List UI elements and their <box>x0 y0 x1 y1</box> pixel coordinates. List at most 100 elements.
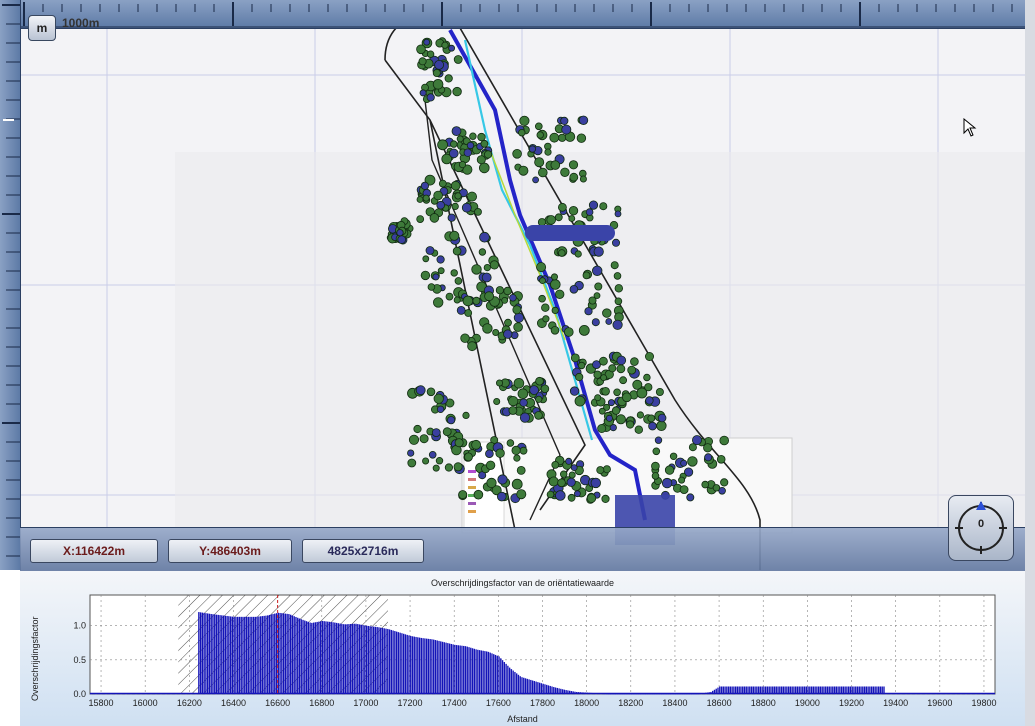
building-marker <box>447 213 456 222</box>
building-marker <box>614 210 622 218</box>
building-marker <box>610 261 619 270</box>
building-marker <box>441 153 453 165</box>
x-tick-label: 15800 <box>89 698 114 708</box>
chart-bar <box>754 686 756 694</box>
chart-bar <box>872 686 875 694</box>
chart-bar <box>455 645 458 694</box>
chart-bar <box>517 674 520 694</box>
chart-bar <box>450 643 453 694</box>
chart-bar <box>494 654 497 694</box>
chart-bar <box>480 650 483 694</box>
building-marker <box>450 269 458 277</box>
chart-plot[interactable]: 15800 16000 16200 16400 16600 16800 17000 17200… <box>20 571 1025 726</box>
chart-bar <box>240 616 242 694</box>
chart-bar <box>267 615 269 694</box>
chart-bar <box>212 614 214 694</box>
y-tick-label: 0.0 <box>73 689 86 699</box>
chart-bar <box>531 680 534 694</box>
x-tick-label: 17600 <box>486 698 511 708</box>
building-marker <box>541 303 550 312</box>
building-marker <box>431 428 441 438</box>
chart-bar <box>551 686 553 694</box>
chart-bar <box>222 615 225 694</box>
chart-bar <box>397 632 400 694</box>
chart-bar <box>404 634 407 694</box>
chart-bar <box>544 684 546 694</box>
chart-bar <box>249 616 251 694</box>
x-tick-label: 16200 <box>177 698 202 708</box>
chart-bar <box>726 686 728 694</box>
chart-bar <box>288 614 290 694</box>
chart-bar <box>775 686 777 694</box>
chart-bar <box>510 669 513 694</box>
building-marker <box>607 399 615 407</box>
chart-bar <box>305 621 308 694</box>
x-tick-label: 18600 <box>707 698 732 708</box>
chart-bar <box>524 678 527 694</box>
building-marker <box>569 284 579 294</box>
x-tick-label: 18400 <box>662 698 687 708</box>
building-marker <box>539 277 546 285</box>
x-tick-label: 19600 <box>927 698 952 708</box>
y-tick-label: 1.0 <box>73 621 86 631</box>
chart-bar <box>224 615 227 694</box>
compass-control[interactable]: 0 <box>948 495 1014 561</box>
chart-bar <box>376 627 378 694</box>
chart-bar <box>406 634 408 694</box>
chart-bar <box>342 624 345 694</box>
building-marker <box>422 194 430 202</box>
chart-x-axis-label: Afstand <box>507 714 538 724</box>
chart-bar <box>561 689 564 694</box>
chart-bar <box>833 686 836 694</box>
chart-bar <box>413 636 415 694</box>
chart-bar <box>530 679 532 694</box>
building-marker <box>599 356 608 366</box>
chart-bar <box>750 686 753 694</box>
chart-bar <box>438 640 440 694</box>
building-marker <box>557 478 566 488</box>
chart-bar <box>719 686 721 694</box>
map-view[interactable] <box>20 0 1025 570</box>
building-marker <box>600 374 607 382</box>
chart-bar <box>470 647 472 694</box>
chart-bar <box>221 615 223 694</box>
building-marker <box>652 447 661 456</box>
map-canvas[interactable] <box>20 0 1025 570</box>
chart-bar <box>307 621 310 694</box>
chart-bar <box>300 619 302 694</box>
building-marker <box>473 489 484 500</box>
building-marker <box>478 162 490 174</box>
unit-toggle-button[interactable]: m <box>28 15 56 41</box>
chart-bar <box>876 686 878 694</box>
building-marker <box>519 115 530 126</box>
chart-bar <box>477 649 479 694</box>
building-marker <box>493 397 501 405</box>
chart-bar <box>364 625 366 694</box>
chart-bar <box>802 686 804 694</box>
building-marker <box>614 297 623 306</box>
chart-bar <box>731 686 733 694</box>
building-marker <box>540 384 550 394</box>
chart-bar <box>252 616 255 694</box>
chart-bar <box>870 686 873 694</box>
building-marker <box>449 230 460 241</box>
building-block <box>525 225 615 241</box>
building-marker <box>450 140 458 148</box>
chart-bar <box>782 686 785 694</box>
chart-bar <box>734 686 737 694</box>
chart-bar <box>770 686 772 694</box>
chart-bar <box>560 688 562 694</box>
building-marker <box>611 406 621 415</box>
building-marker <box>451 126 462 137</box>
chart-bar <box>749 686 751 694</box>
chart-bar <box>844 686 846 694</box>
chart-bar <box>491 653 493 694</box>
building-marker <box>434 60 445 70</box>
chart-bar <box>434 640 437 694</box>
chart-bar <box>489 652 491 694</box>
building-marker <box>519 412 531 423</box>
building-marker <box>467 341 478 352</box>
chart-bar <box>471 648 474 694</box>
building-marker <box>483 263 491 272</box>
building-marker <box>433 393 444 404</box>
